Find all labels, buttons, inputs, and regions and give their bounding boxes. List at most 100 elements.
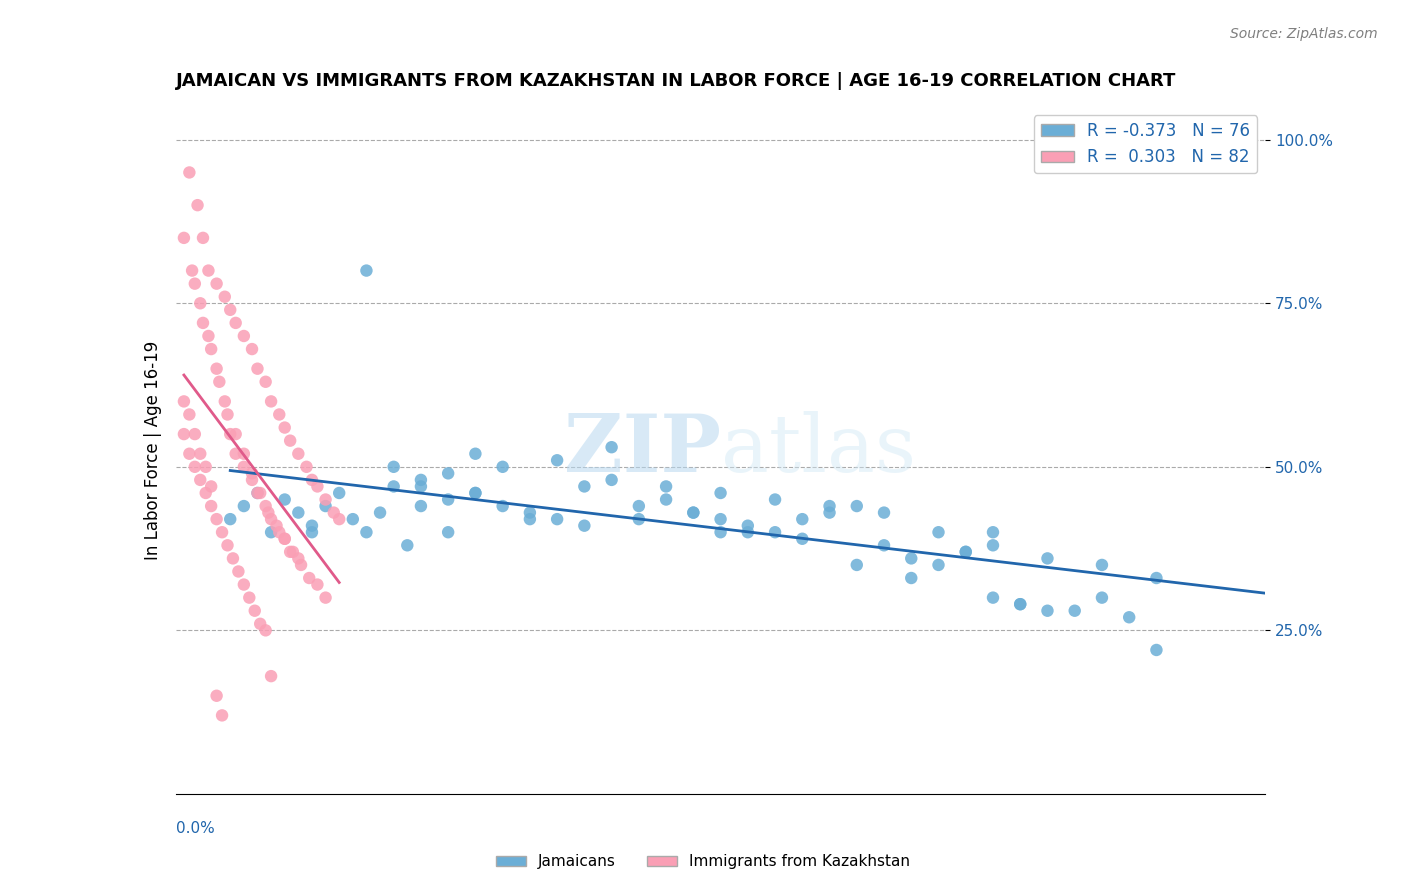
Point (409, 479, 432, 493)
Point (519, 506, 541, 520)
Legend: R = -0.373   N = 76, R =  0.303   N = 82: R = -0.373 N = 76, R = 0.303 N = 82 (1033, 115, 1257, 173)
Point (260, 669, 283, 683)
Point (200, 479, 222, 493)
Point (257, 506, 280, 520)
Point (274, 420, 297, 434)
Point (301, 518, 323, 533)
Point (281, 545, 304, 559)
Point (328, 512, 350, 526)
Point (464, 447, 486, 461)
Point (546, 453, 568, 467)
Point (243, 604, 266, 618)
Point (217, 408, 239, 422)
Point (818, 499, 841, 513)
Point (240, 342, 263, 356)
Point (260, 525, 283, 540)
Point (301, 473, 323, 487)
Point (181, 263, 204, 277)
Point (197, 329, 219, 343)
Point (205, 689, 228, 703)
Point (274, 532, 297, 546)
Point (981, 591, 1004, 605)
Point (191, 231, 214, 245)
Point (211, 708, 233, 723)
Text: atlas: atlas (721, 411, 915, 490)
Point (240, 473, 263, 487)
Point (225, 316, 247, 330)
Point (179, 165, 201, 179)
Point (307, 479, 329, 493)
Point (845, 558, 868, 572)
Point (307, 577, 329, 591)
Point (409, 473, 432, 487)
Point (955, 545, 977, 559)
Point (737, 525, 759, 540)
Point (298, 571, 321, 585)
Point (301, 525, 323, 540)
Point (710, 512, 733, 526)
Point (737, 518, 759, 533)
Point (219, 427, 242, 442)
Point (232, 577, 254, 591)
Point (219, 302, 242, 317)
Point (249, 616, 271, 631)
Point (173, 394, 195, 409)
Point (197, 263, 219, 277)
Point (900, 551, 922, 566)
Point (219, 512, 242, 526)
Point (382, 459, 405, 474)
Point (492, 499, 515, 513)
Point (249, 486, 271, 500)
Point (315, 591, 337, 605)
Point (191, 316, 214, 330)
Point (295, 459, 318, 474)
Point (269, 408, 291, 422)
Point (173, 427, 195, 442)
Legend: Jamaicans, Immigrants from Kazakhstan: Jamaicans, Immigrants from Kazakhstan (489, 848, 917, 875)
Point (260, 394, 283, 409)
Point (655, 479, 678, 493)
Point (269, 525, 291, 540)
Point (179, 447, 201, 461)
Point (437, 525, 460, 540)
Point (981, 538, 1004, 552)
Point (1118, 610, 1140, 624)
Point (184, 277, 207, 291)
Point (260, 512, 283, 526)
Point (1036, 551, 1059, 566)
Point (232, 499, 254, 513)
Point (184, 427, 207, 442)
Point (792, 512, 814, 526)
Point (600, 440, 623, 454)
Point (600, 473, 623, 487)
Point (1144, 643, 1167, 657)
Point (342, 512, 364, 526)
Point (710, 525, 733, 540)
Point (368, 506, 391, 520)
Point (205, 361, 228, 376)
Point (928, 525, 950, 540)
Point (194, 486, 217, 500)
Point (409, 499, 432, 513)
Point (290, 558, 312, 572)
Point (315, 499, 337, 513)
Point (254, 624, 277, 638)
Point (287, 506, 309, 520)
Point (437, 467, 460, 481)
Point (1091, 591, 1114, 605)
Point (845, 499, 868, 513)
Point (184, 459, 207, 474)
Point (315, 492, 337, 507)
Point (179, 408, 201, 422)
Point (574, 479, 596, 493)
Point (981, 525, 1004, 540)
Point (1010, 597, 1032, 611)
Point (188, 447, 211, 461)
Point (928, 558, 950, 572)
Point (328, 486, 350, 500)
Point (228, 565, 250, 579)
Point (655, 492, 678, 507)
Point (900, 571, 922, 585)
Point (356, 525, 378, 540)
Point (519, 512, 541, 526)
